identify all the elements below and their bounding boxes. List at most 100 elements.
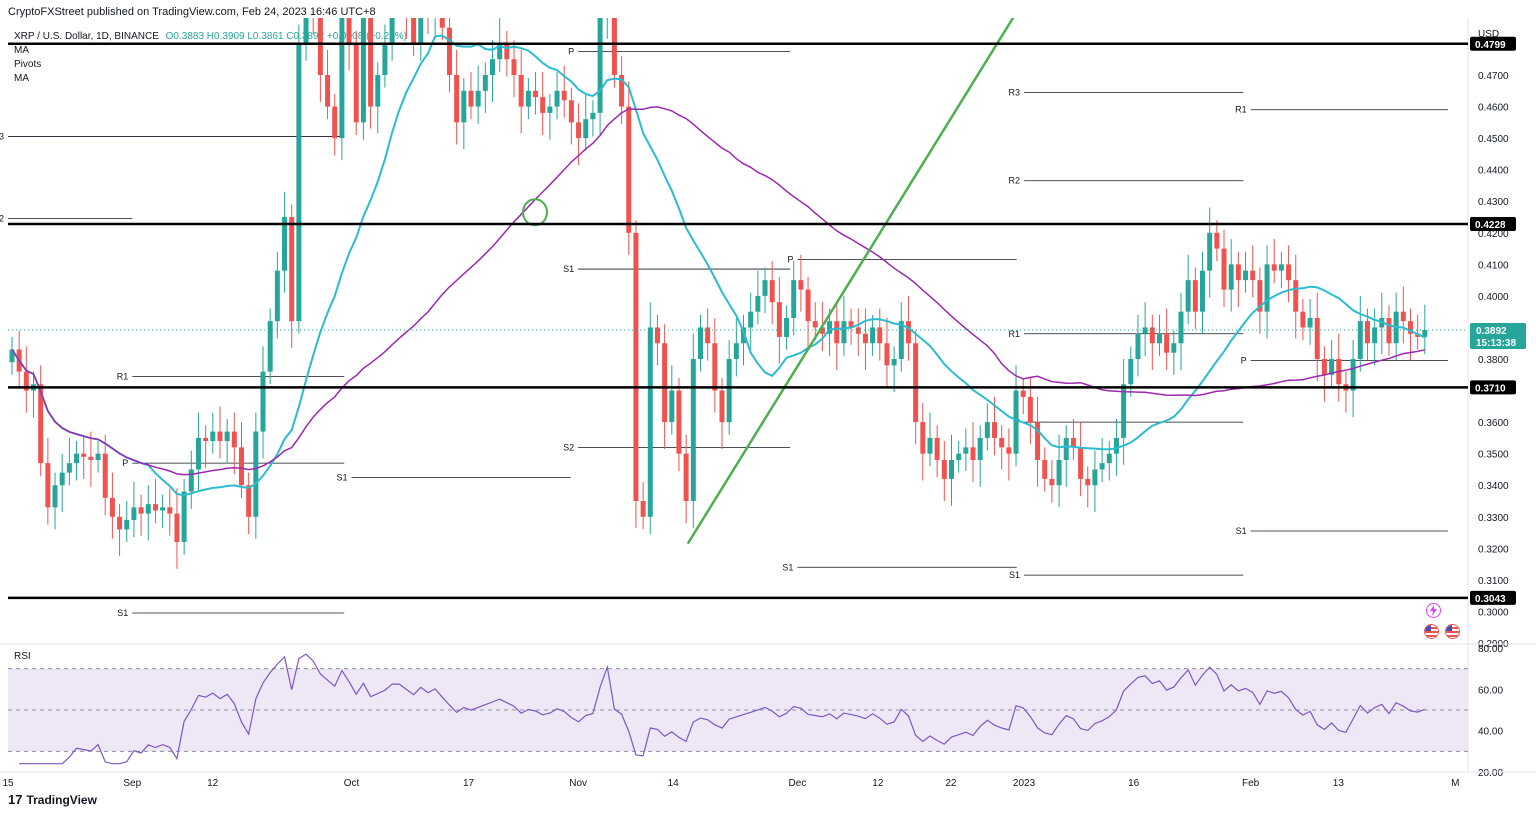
candle-body bbox=[368, 18, 374, 107]
candle-body bbox=[913, 343, 919, 423]
indicator-pivots[interactable]: Pivots bbox=[14, 59, 42, 70]
candle-body bbox=[977, 437, 983, 460]
candle-body bbox=[353, 43, 359, 123]
lightning-icon[interactable] bbox=[1426, 603, 1441, 618]
candle-body bbox=[1042, 459, 1048, 479]
candle-body bbox=[1142, 327, 1148, 334]
candle-body bbox=[1099, 463, 1105, 470]
us-flag-icon[interactable] bbox=[1445, 624, 1460, 639]
x-tick-label: 12 bbox=[207, 778, 219, 789]
rsi-title: RSI bbox=[14, 651, 31, 662]
candle-body bbox=[375, 75, 381, 107]
pivot-label: P bbox=[122, 458, 128, 468]
indicator-ma-slow[interactable]: MA bbox=[14, 73, 29, 84]
pivot-label: R1 bbox=[1009, 329, 1021, 339]
pivot-label: R2 bbox=[1009, 176, 1021, 186]
candle-body bbox=[260, 371, 266, 432]
rsi-line bbox=[19, 653, 1426, 765]
candle-body bbox=[884, 343, 890, 366]
candle-body bbox=[1171, 343, 1177, 353]
candle-body bbox=[181, 491, 187, 543]
candle-body bbox=[1271, 264, 1277, 271]
candle-body bbox=[583, 119, 589, 139]
candle-body bbox=[719, 390, 725, 423]
candle-body bbox=[1407, 321, 1413, 334]
candle-body bbox=[446, 27, 452, 76]
candle-body bbox=[1350, 359, 1356, 391]
candle-body bbox=[138, 507, 144, 514]
candle-body bbox=[948, 459, 954, 479]
candle-body bbox=[984, 422, 990, 438]
y-tick-label: 0.4300 bbox=[1478, 197, 1509, 208]
candle-body bbox=[576, 122, 582, 139]
candle-body bbox=[554, 90, 560, 107]
candle-body bbox=[224, 431, 230, 442]
y-tick-label: 0.3300 bbox=[1478, 513, 1509, 524]
candle-body bbox=[1156, 333, 1162, 344]
indicator-ma-fast[interactable]: MA bbox=[14, 45, 29, 56]
candle-body bbox=[124, 519, 130, 530]
candle-body bbox=[898, 321, 904, 360]
pivot-label: R1 bbox=[117, 371, 129, 381]
pivot-label: S1 bbox=[563, 264, 574, 274]
candle-body bbox=[66, 463, 72, 473]
pivot-label: S1 bbox=[1236, 526, 1247, 536]
candle-body bbox=[690, 359, 696, 502]
key-level-label: 0.4228 bbox=[1475, 220, 1506, 231]
tradingview-brand: TradingView bbox=[26, 792, 97, 807]
y-tick-label: 0.4100 bbox=[1478, 260, 1509, 271]
chart-canvas[interactable]: 0.29000.30000.31000.32000.33000.34000.35… bbox=[0, 18, 1536, 790]
ohlc-values: O0.3883 H0.3909 L0.3861 C0.3892 +0.0008 … bbox=[165, 31, 407, 42]
candle-body bbox=[1063, 437, 1069, 460]
candle-body bbox=[1035, 422, 1041, 460]
candle-body bbox=[52, 485, 58, 508]
candle-body bbox=[360, 18, 366, 123]
candle-body bbox=[253, 431, 259, 517]
candle-body bbox=[518, 75, 524, 107]
candle-body bbox=[999, 437, 1005, 448]
candle-body bbox=[611, 18, 617, 76]
candle-body bbox=[619, 75, 625, 107]
chart-legend: XRP / U.S. Dollar, 1D, BINANCE O0.3883 H… bbox=[14, 30, 407, 86]
y-tick-label: 0.4000 bbox=[1478, 292, 1509, 303]
candle-body bbox=[633, 232, 639, 502]
candle-body bbox=[504, 43, 510, 60]
candle-body bbox=[289, 217, 295, 322]
key-level-badge bbox=[1470, 36, 1516, 51]
candle-body bbox=[389, 18, 395, 44]
x-tick-label: Feb bbox=[1242, 778, 1260, 789]
candle-body bbox=[482, 75, 488, 91]
x-tick-label: 13 bbox=[1333, 778, 1345, 789]
publisher-line: CryptoFXStreet published on TradingView.… bbox=[8, 6, 376, 18]
x-tick-label: Nov bbox=[569, 778, 587, 789]
candle-body bbox=[927, 437, 933, 454]
candle-body bbox=[547, 106, 553, 113]
candle-body bbox=[23, 371, 29, 391]
candle-body bbox=[339, 18, 345, 139]
candle-body bbox=[45, 463, 51, 508]
candle-body bbox=[238, 447, 244, 486]
candle-body bbox=[561, 90, 567, 101]
candle-body bbox=[834, 321, 840, 344]
candle-body bbox=[533, 90, 539, 98]
candle-body bbox=[461, 90, 467, 123]
x-tick-label: 14 bbox=[668, 778, 680, 789]
candle-body bbox=[1149, 327, 1155, 344]
candle-body bbox=[1293, 280, 1299, 312]
pivot-label: R3 bbox=[0, 132, 4, 142]
candle-body bbox=[662, 343, 668, 423]
candle-body bbox=[1013, 390, 1019, 454]
candle-body bbox=[540, 97, 546, 113]
us-flag-icon[interactable] bbox=[1424, 624, 1439, 639]
candle-body bbox=[418, 18, 424, 44]
candle-body bbox=[791, 280, 797, 318]
candle-body bbox=[411, 18, 417, 44]
candle-body bbox=[762, 280, 768, 296]
tradingview-logo[interactable]: 17 TradingView bbox=[8, 792, 97, 807]
y-tick-label: 0.3500 bbox=[1478, 450, 1509, 461]
candle-body bbox=[798, 280, 804, 290]
x-tick-label: 16 bbox=[1128, 778, 1140, 789]
candle-body bbox=[217, 431, 223, 442]
tradingview-logo-icon: 17 bbox=[8, 792, 23, 807]
current-price-badge bbox=[1470, 322, 1526, 349]
